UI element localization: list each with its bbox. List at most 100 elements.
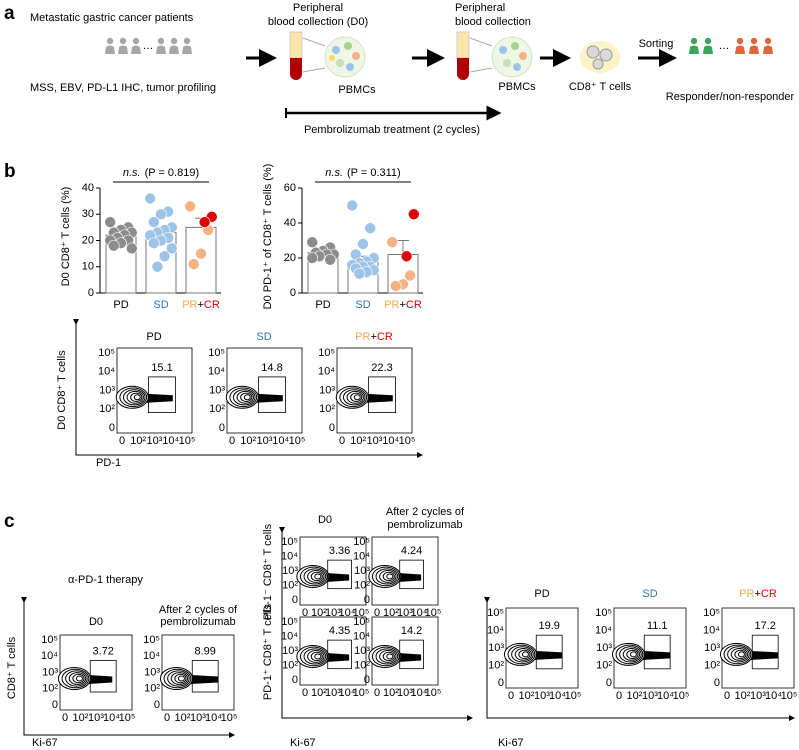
y-tick-label: 10² [144, 683, 160, 695]
x-tick-label: 10³ [750, 690, 766, 702]
y-tick-label: 0 [109, 422, 115, 434]
y-tick-label: 10⁴ [487, 624, 504, 636]
plot-title: PR+CR [739, 588, 777, 600]
x-tick-label: 0 [62, 712, 68, 724]
label-part: PR [384, 299, 399, 311]
label-part: CR [204, 299, 220, 311]
contour [314, 653, 322, 660]
y-tick-label: 0 [219, 422, 225, 434]
x-tick-label: 10³ [397, 687, 413, 699]
y-tick-label: 10² [596, 659, 612, 671]
contour [174, 673, 187, 684]
label-part: + [399, 299, 405, 311]
person-head [750, 37, 758, 45]
y-tick-label: 20 [82, 234, 94, 246]
gate-percent: 17.2 [754, 620, 775, 632]
y-tick-label: 10⁵ [487, 607, 504, 619]
label-part: CR [406, 299, 422, 311]
label-part: SD [256, 331, 271, 343]
workflow-text: Peripheral [455, 2, 505, 14]
workflow-text: MSS, EBV, PD-L1 IHC, tumor profiling [30, 82, 216, 94]
data-point [148, 216, 160, 228]
y-tick-label: 0 [606, 677, 612, 689]
gate [258, 376, 286, 413]
x-tick-label: 0 [374, 687, 380, 699]
pbmc-cluster [324, 36, 366, 78]
workflow-text: Responder/non-responder [666, 91, 795, 103]
plot-title: PD [534, 588, 549, 600]
plot-title: After 2 cycles of [386, 506, 465, 518]
y-tick-label: 10² [42, 683, 58, 695]
y-tick-label: 10³ [282, 645, 298, 657]
person-head [183, 37, 191, 45]
gate-percent: 19.9 [538, 620, 559, 632]
panel-label: b [4, 161, 16, 182]
pbmc-cluster [491, 36, 533, 78]
x-tick-label: 10⁴ [549, 690, 566, 702]
y-tick-label: 10⁴ [353, 630, 370, 642]
gate-percent: 3.36 [329, 545, 350, 557]
contour [61, 668, 90, 689]
gate [751, 634, 779, 670]
ellipsis: … [143, 40, 154, 52]
label-part: + [370, 331, 376, 343]
y-axis-label: D0 PD-1⁺ of CD8⁺ T cells (%) [262, 164, 274, 310]
contour [303, 568, 327, 585]
contour [342, 389, 366, 406]
x-tick-label: PR+CR [384, 299, 422, 311]
contour [368, 564, 402, 588]
y-tick-label: 0 [292, 594, 298, 606]
x-tick-label: 10⁵ [399, 435, 416, 447]
contour [339, 387, 368, 408]
y-tick-label: 10² [488, 659, 504, 671]
y-tick-label: 10⁵ [318, 347, 335, 359]
x-tick-label: 10⁴ [765, 690, 782, 702]
workflow-text: Metastatic gastric cancer patients [30, 12, 194, 24]
x-axis-label: PD-1 [96, 457, 121, 469]
y-tick-label: 10³ [596, 642, 612, 654]
x-tick-label: 10⁴ [339, 607, 356, 619]
x-tick-label: PR+CR [182, 299, 220, 311]
contour [72, 673, 85, 684]
y-axis-label: CD8⁺ T cells [6, 636, 18, 699]
label-part: SD [153, 299, 168, 311]
data-point [400, 250, 413, 263]
contour [232, 389, 256, 406]
y-tick-label: 40 [82, 182, 94, 194]
y-tick-label: 40 [284, 217, 296, 229]
workflow-text: Peripheral [293, 2, 343, 14]
y-tick-label: 0 [88, 287, 94, 299]
x-tick-label: 10³ [190, 712, 206, 724]
x-tick-label: 10³ [642, 690, 658, 702]
contour [65, 670, 88, 687]
workflow-text: Pembrolizumab treatment (2 cycles) [304, 124, 480, 136]
x-tick-label: 10² [175, 712, 191, 724]
data-point [155, 208, 167, 221]
gate-percent: 14.2 [401, 625, 422, 637]
contour [521, 651, 529, 658]
y-tick-label: 10³ [282, 565, 298, 577]
contour [615, 644, 644, 665]
y-tick-label: 10⁴ [595, 624, 612, 636]
x-tick-label: 10² [519, 690, 535, 702]
axis-arrow [73, 319, 423, 458]
x-tick-label: 10³ [257, 435, 273, 447]
contour [518, 649, 531, 660]
y-tick-label: 10² [282, 659, 298, 671]
contour [622, 648, 641, 661]
panel-label: a [4, 3, 15, 24]
gate [643, 634, 671, 670]
contour [375, 568, 399, 585]
gate [148, 376, 176, 413]
x-tick-label: 10² [383, 607, 399, 619]
y-tick-label: 0 [52, 699, 58, 711]
contour [353, 394, 361, 401]
x-tick-label: 0 [164, 712, 170, 724]
gate-percent: 4.24 [401, 545, 422, 557]
data-point [306, 236, 319, 249]
y-tick-label: 20 [284, 252, 296, 264]
y-tick-label: 10⁵ [353, 536, 370, 548]
person-body [131, 45, 141, 54]
contour [299, 566, 328, 587]
ellipsis: … [719, 40, 730, 52]
